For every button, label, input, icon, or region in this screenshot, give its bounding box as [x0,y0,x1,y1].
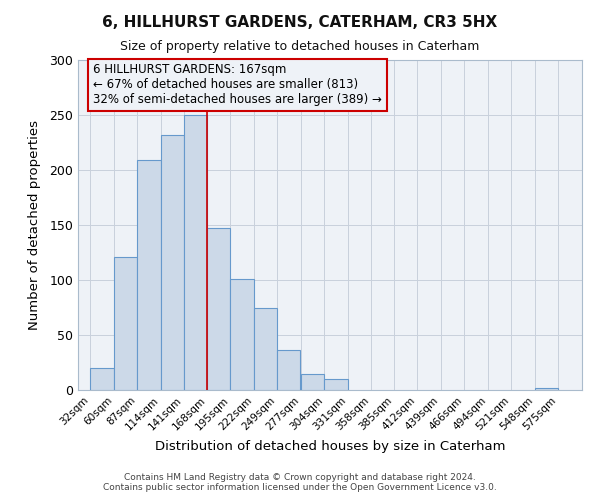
Y-axis label: Number of detached properties: Number of detached properties [28,120,41,330]
Bar [90,368,114,390]
Text: Contains HM Land Registry data © Crown copyright and database right 2024.
Contai: Contains HM Land Registry data © Crown c… [103,473,497,492]
Bar [230,279,254,390]
Bar [301,374,325,390]
Text: Size of property relative to detached houses in Caterham: Size of property relative to detached ho… [121,40,479,53]
Bar [207,228,230,390]
Text: 6 HILLHURST GARDENS: 167sqm
← 67% of detached houses are smaller (813)
32% of se: 6 HILLHURST GARDENS: 167sqm ← 67% of det… [93,64,382,106]
Bar [277,350,300,390]
Bar [161,135,184,390]
X-axis label: Distribution of detached houses by size in Caterham: Distribution of detached houses by size … [155,440,505,453]
Bar [535,388,558,390]
Bar [254,308,277,390]
Bar [137,160,161,390]
Bar [325,379,347,390]
Bar [114,257,137,390]
Text: 6, HILLHURST GARDENS, CATERHAM, CR3 5HX: 6, HILLHURST GARDENS, CATERHAM, CR3 5HX [103,15,497,30]
Bar [184,115,207,390]
